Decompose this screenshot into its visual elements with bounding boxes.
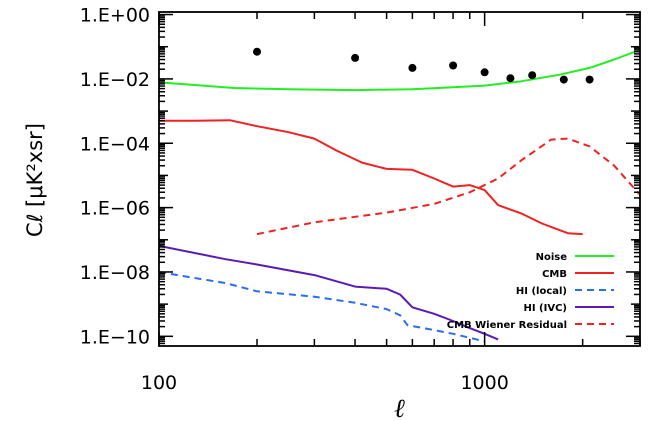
- legend-item-noise: Noise: [536, 252, 614, 263]
- data-point: [253, 47, 261, 56]
- legend-item-hi-local: HI (local): [516, 286, 614, 297]
- ticks-layer: 100 1000 1.E+00 1.E−02 1.E−04 1.E−06 1.E−08 1.E…: [80, 5, 641, 394]
- series-line-noise: [159, 48, 640, 92]
- legend-label: CMB Wiener Residual: [447, 320, 567, 331]
- legend-label: HI (IVC): [523, 303, 567, 314]
- legend-label: HI (local): [516, 286, 567, 297]
- data-point: [408, 63, 417, 72]
- series-layer: [159, 47, 640, 343]
- y-tick-label: 1.E−10: [80, 326, 150, 348]
- y-tick-label: 1.E−02: [80, 69, 150, 91]
- data-points: [253, 47, 594, 84]
- data-point: [528, 71, 537, 80]
- legend: Noise CMB HI (local) HI (IVC) CMB Wiener Res…: [447, 252, 614, 331]
- axis-labels: ℓ Cℓ [μK²xsr]: [23, 123, 406, 421]
- x-axis-label: ℓ: [394, 394, 405, 421]
- y-axis-label: Cℓ [μK²xsr]: [23, 123, 47, 237]
- y-tick-label: 1.E−04: [80, 133, 150, 155]
- legend-item-cmb: CMB: [542, 269, 614, 280]
- data-point: [449, 61, 458, 70]
- x-tick-label: 100: [141, 372, 177, 394]
- data-point: [506, 74, 515, 83]
- x-tick-label: 1000: [460, 372, 508, 394]
- legend-label: CMB: [542, 269, 567, 280]
- y-tick-label: 1.E−06: [80, 198, 150, 220]
- y-tick-label: 1.E+00: [80, 5, 150, 27]
- data-point: [585, 75, 594, 84]
- legend-item-hi-ivc: HI (IVC): [523, 303, 614, 314]
- data-point: [559, 75, 568, 84]
- data-point: [480, 68, 489, 77]
- legend-item-cmb-wiener-residual: CMB Wiener Residual: [447, 320, 614, 331]
- legend-label: Noise: [536, 252, 568, 263]
- data-point: [351, 53, 360, 62]
- series-line-cmb: [159, 119, 583, 236]
- series-line-hi-ivc: [159, 244, 499, 341]
- y-tick-label: 1.E−08: [80, 262, 150, 284]
